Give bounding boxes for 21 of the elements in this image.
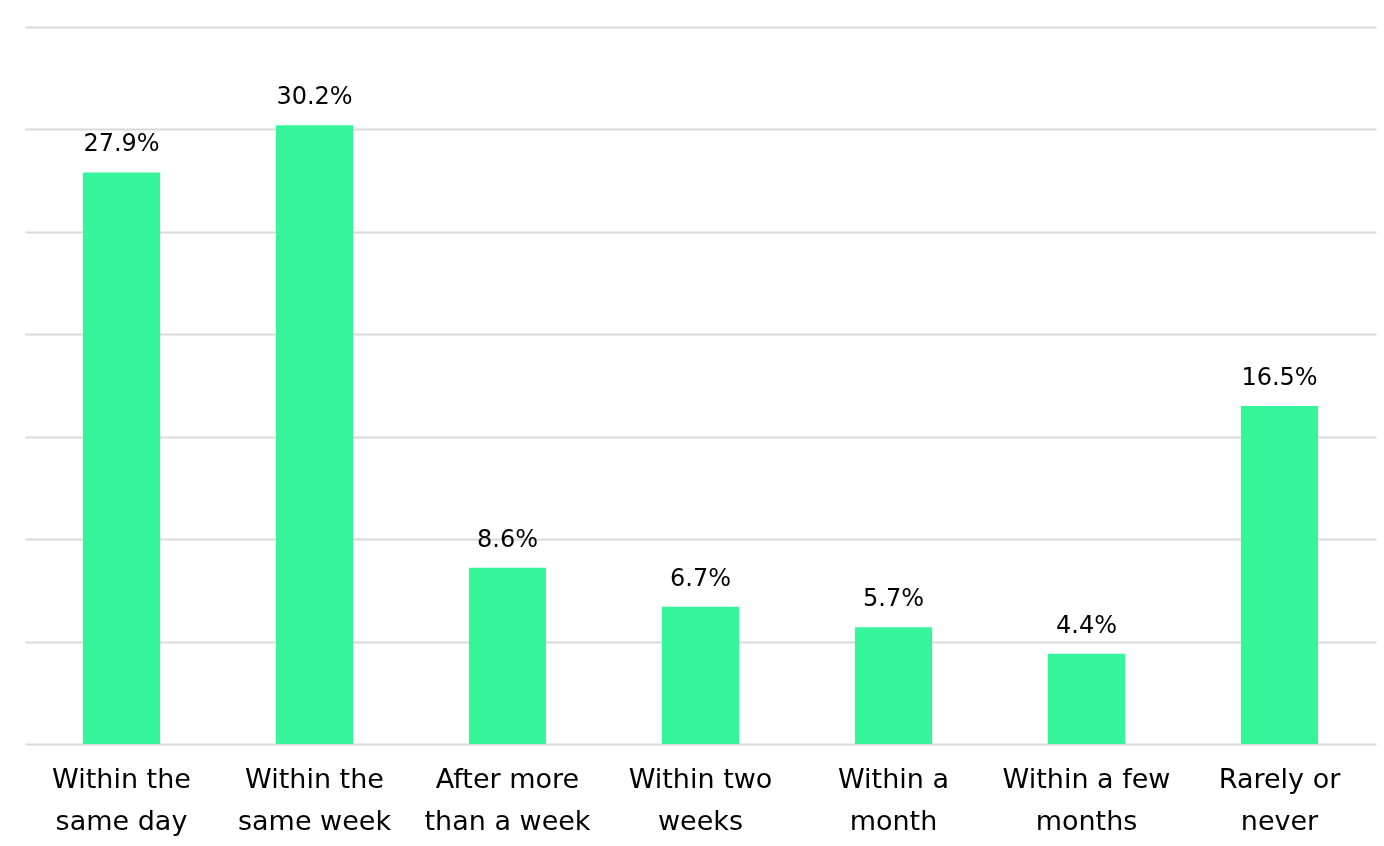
bar <box>1240 405 1319 744</box>
x-tick-label: Within a month <box>837 762 950 836</box>
bar <box>82 172 161 744</box>
data-label: 30.2% <box>276 82 353 111</box>
data-label: 16.5% <box>1241 362 1318 391</box>
data-label: 27.9% <box>83 129 160 158</box>
bar <box>468 567 547 744</box>
x-tick-label: Within two weeks <box>628 762 773 836</box>
bar <box>275 125 354 744</box>
data-label: 5.7% <box>863 584 924 613</box>
bar <box>1047 653 1126 744</box>
data-label: 6.7% <box>670 563 731 592</box>
data-label: 8.6% <box>477 524 538 553</box>
x-tick-label: Rarely or never <box>1218 762 1342 836</box>
bar <box>854 627 933 744</box>
x-tick-label: Within a few months <box>1002 762 1171 836</box>
x-tick-label: Within the same week <box>237 762 392 836</box>
bar <box>661 606 740 744</box>
x-tick-label: Within the same day <box>52 762 191 836</box>
data-label: 4.4% <box>1056 610 1117 639</box>
x-tick-label: After more than a week <box>424 762 591 836</box>
